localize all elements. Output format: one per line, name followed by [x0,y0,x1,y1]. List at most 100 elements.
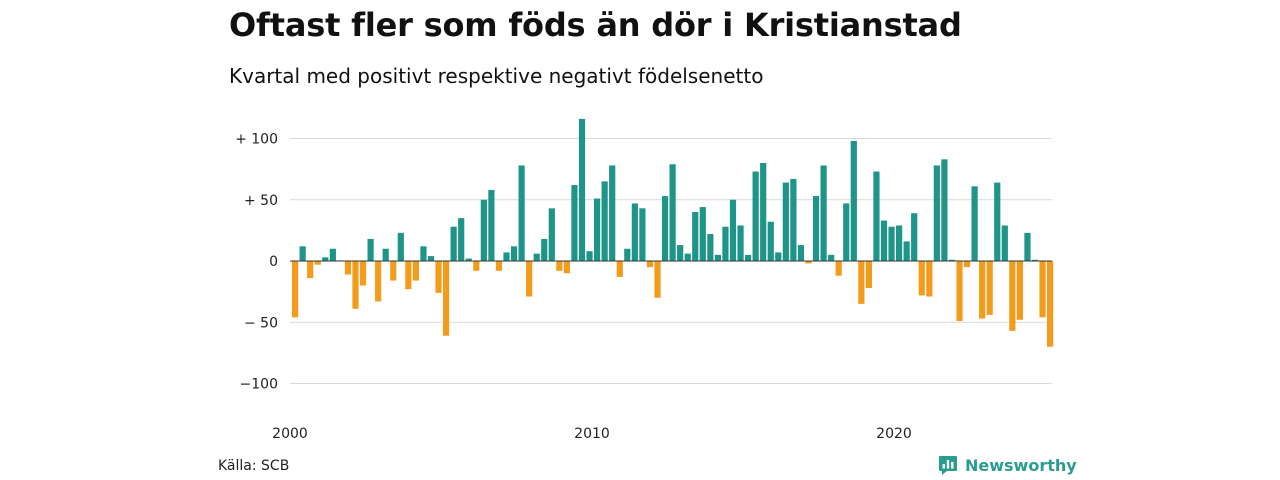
bar [896,225,903,261]
bar [367,238,374,261]
bar [888,226,895,261]
bar [601,181,608,261]
brand[interactable]: Newsworthy [938,455,1077,475]
bar [1031,259,1039,261]
bar [926,261,933,297]
bar [820,165,827,261]
bar [397,232,404,261]
bar [797,245,805,261]
bar [714,254,721,261]
bar [563,261,570,274]
bar [1024,232,1031,261]
bar [503,252,510,261]
bar [843,203,850,261]
bar [352,261,359,309]
bar [578,118,586,262]
bar [510,246,518,261]
bar [646,261,654,268]
bar [586,251,593,261]
bar [790,178,797,261]
bar [412,261,419,281]
bar [941,159,948,261]
bar [488,189,495,261]
bar [760,163,767,261]
bar [329,248,336,261]
bar [669,164,676,261]
bar [1039,261,1046,318]
bar [752,171,759,261]
bar [707,234,714,261]
bar [390,261,397,281]
bar [405,261,412,290]
bar [473,261,480,271]
bar [850,140,857,261]
bar [427,256,435,261]
bar [631,203,638,261]
bar [880,220,888,261]
x-axis-ticks: 2000 2010 2020 [272,426,912,442]
bar [903,241,910,261]
bar [465,258,472,261]
bar [986,261,993,315]
bar [458,218,465,261]
bar [450,226,457,261]
bar [782,182,789,261]
bar [729,199,737,261]
bar [526,261,533,297]
bar [858,261,865,304]
bar [435,261,442,293]
newsworthy-logo-icon [939,456,957,475]
bar [1016,261,1023,320]
bar [1047,261,1054,347]
y-tick-label: + 50 [244,193,278,209]
bar [979,261,986,319]
bar [616,261,623,277]
x-tick-label: 2020 [876,426,912,442]
bar [299,246,306,261]
bar [812,196,820,261]
bar [948,259,956,261]
bar [805,261,812,264]
bar [994,182,1001,261]
bar [963,261,971,268]
bar [956,261,963,322]
bar [307,261,314,279]
bar [684,253,691,261]
bar [359,261,367,286]
bar [835,261,842,276]
bar [344,261,352,275]
bar [292,261,299,318]
y-tick-label: − 50 [244,315,278,331]
brand-name: Newsworthy [965,455,1077,475]
bar [767,221,774,261]
bar [533,253,540,261]
bar [382,248,389,261]
bar [971,186,978,261]
chart-subtitle: Kvartal med positivt respektive negativt… [229,64,764,88]
bar [745,254,752,261]
bar [639,208,646,261]
bars [290,118,1054,347]
bar [322,257,329,261]
chart-title: Oftast fler som föds än dör i Kristianst… [229,6,962,44]
bar [1009,261,1016,331]
y-tick-label: −100 [240,377,278,393]
bar [518,165,525,261]
bar [541,238,548,261]
bar [865,261,872,288]
bar [828,254,835,261]
source-label: Källa: SCB [218,458,290,474]
x-tick-label: 2000 [272,426,308,442]
bar [556,261,563,271]
bar [699,207,706,261]
bar [661,196,669,261]
bar [677,245,684,261]
bar [495,261,503,271]
bar [420,246,427,261]
bar [737,225,744,261]
bar [443,261,450,336]
bar [548,208,555,261]
bar [933,165,940,261]
y-tick-label: 0 [269,254,278,270]
